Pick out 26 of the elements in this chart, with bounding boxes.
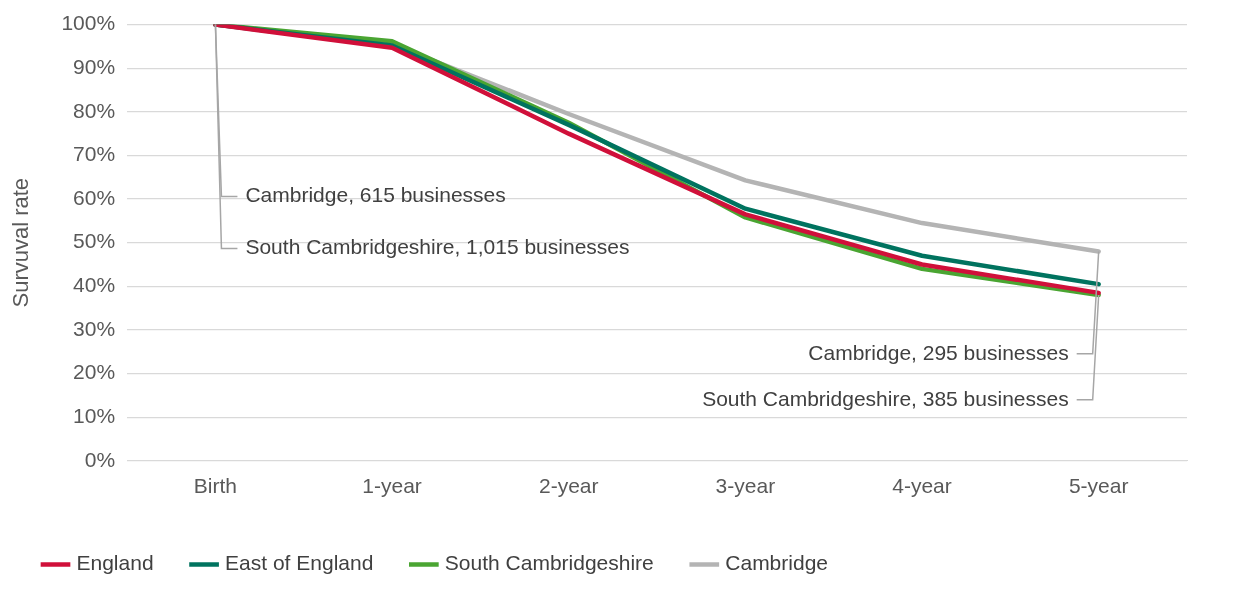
- y-axis-title: Survuval rate: [8, 177, 34, 308]
- annotation: Cambridge, 295 businesses: [808, 340, 1069, 364]
- annotation: Cambridge, 615 businesses: [245, 183, 506, 207]
- x-tick-label: 3-year: [715, 474, 776, 498]
- legend-label: Cambridge: [725, 551, 828, 575]
- x-tick-label: Birth: [193, 474, 238, 498]
- y-tick-label: 30%: [73, 316, 116, 340]
- y-tick-label: 60%: [73, 185, 116, 209]
- legend-label: South Cambridgeshire: [444, 551, 654, 575]
- y-tick-label: 90%: [73, 55, 116, 79]
- y-tick-label: 50%: [73, 229, 116, 253]
- x-tick-label: 4-year: [892, 474, 952, 498]
- y-tick-label: 100%: [61, 11, 116, 35]
- annotation: South Cambridgeshire, 1,015 businesses: [245, 235, 630, 259]
- y-tick-label: 20%: [73, 360, 116, 384]
- y-tick-label: 10%: [73, 403, 116, 427]
- x-tick-label: 5-year: [1068, 474, 1129, 498]
- y-tick-label: 80%: [73, 98, 116, 122]
- y-tick-label: 70%: [73, 142, 116, 166]
- x-tick-label: 1-year: [362, 474, 422, 498]
- legend-label: East of England: [225, 551, 374, 575]
- x-tick-label: 2-year: [538, 474, 599, 498]
- y-tick-label: 0%: [84, 447, 116, 471]
- annotation: South Cambridgeshire, 385 businesses: [702, 386, 1069, 410]
- legend-label: England: [76, 551, 154, 575]
- y-tick-label: 40%: [73, 273, 116, 297]
